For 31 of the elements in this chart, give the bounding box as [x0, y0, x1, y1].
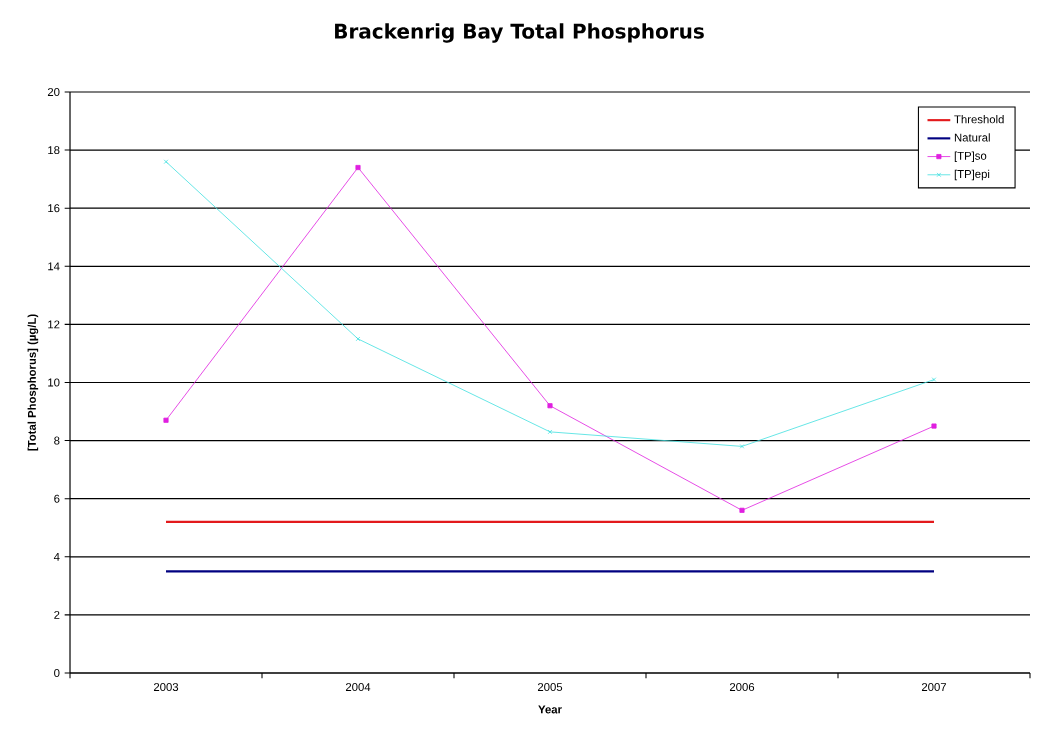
y-tick-label: 12	[48, 320, 60, 329]
y-tick-label: 20	[47, 87, 60, 96]
point	[547, 429, 553, 435]
legend-label: Threshold	[954, 115, 1004, 124]
point	[931, 423, 937, 429]
x-tick-label: 2003	[153, 683, 179, 692]
y-tick-label: 4	[53, 552, 60, 561]
legend-label: [TP]epi	[954, 169, 990, 181]
point	[163, 417, 169, 423]
x-tick-label: 2005	[537, 683, 563, 692]
y-tick-label: 14	[48, 262, 60, 271]
chart-title: Brackenrig Bay Total Phosphorus	[335, 23, 704, 43]
point	[355, 336, 361, 342]
y-tick-label: 10	[48, 378, 60, 387]
y-tick-label: 16	[48, 204, 60, 213]
y-axis-title: [Total Phosphorus] (µg/L)	[27, 314, 39, 451]
x-tick-label: 2006	[729, 683, 755, 692]
point	[547, 403, 553, 409]
x-tick-label: 2004	[345, 683, 371, 692]
point	[739, 507, 745, 513]
y-tick-label: 6	[54, 494, 60, 503]
legend-label: Natural	[954, 133, 990, 142]
y-tick-label: 18	[48, 146, 60, 155]
y-tick-label: 2	[54, 610, 60, 619]
point	[355, 164, 361, 171]
y-tick-label: 8	[54, 436, 60, 445]
point	[739, 444, 745, 449]
y-tick-label: 0	[54, 668, 60, 677]
legend-label: [TP]so	[954, 151, 987, 163]
x-axis-title: Year	[538, 705, 562, 714]
x-tick-label: 2007	[921, 683, 947, 692]
